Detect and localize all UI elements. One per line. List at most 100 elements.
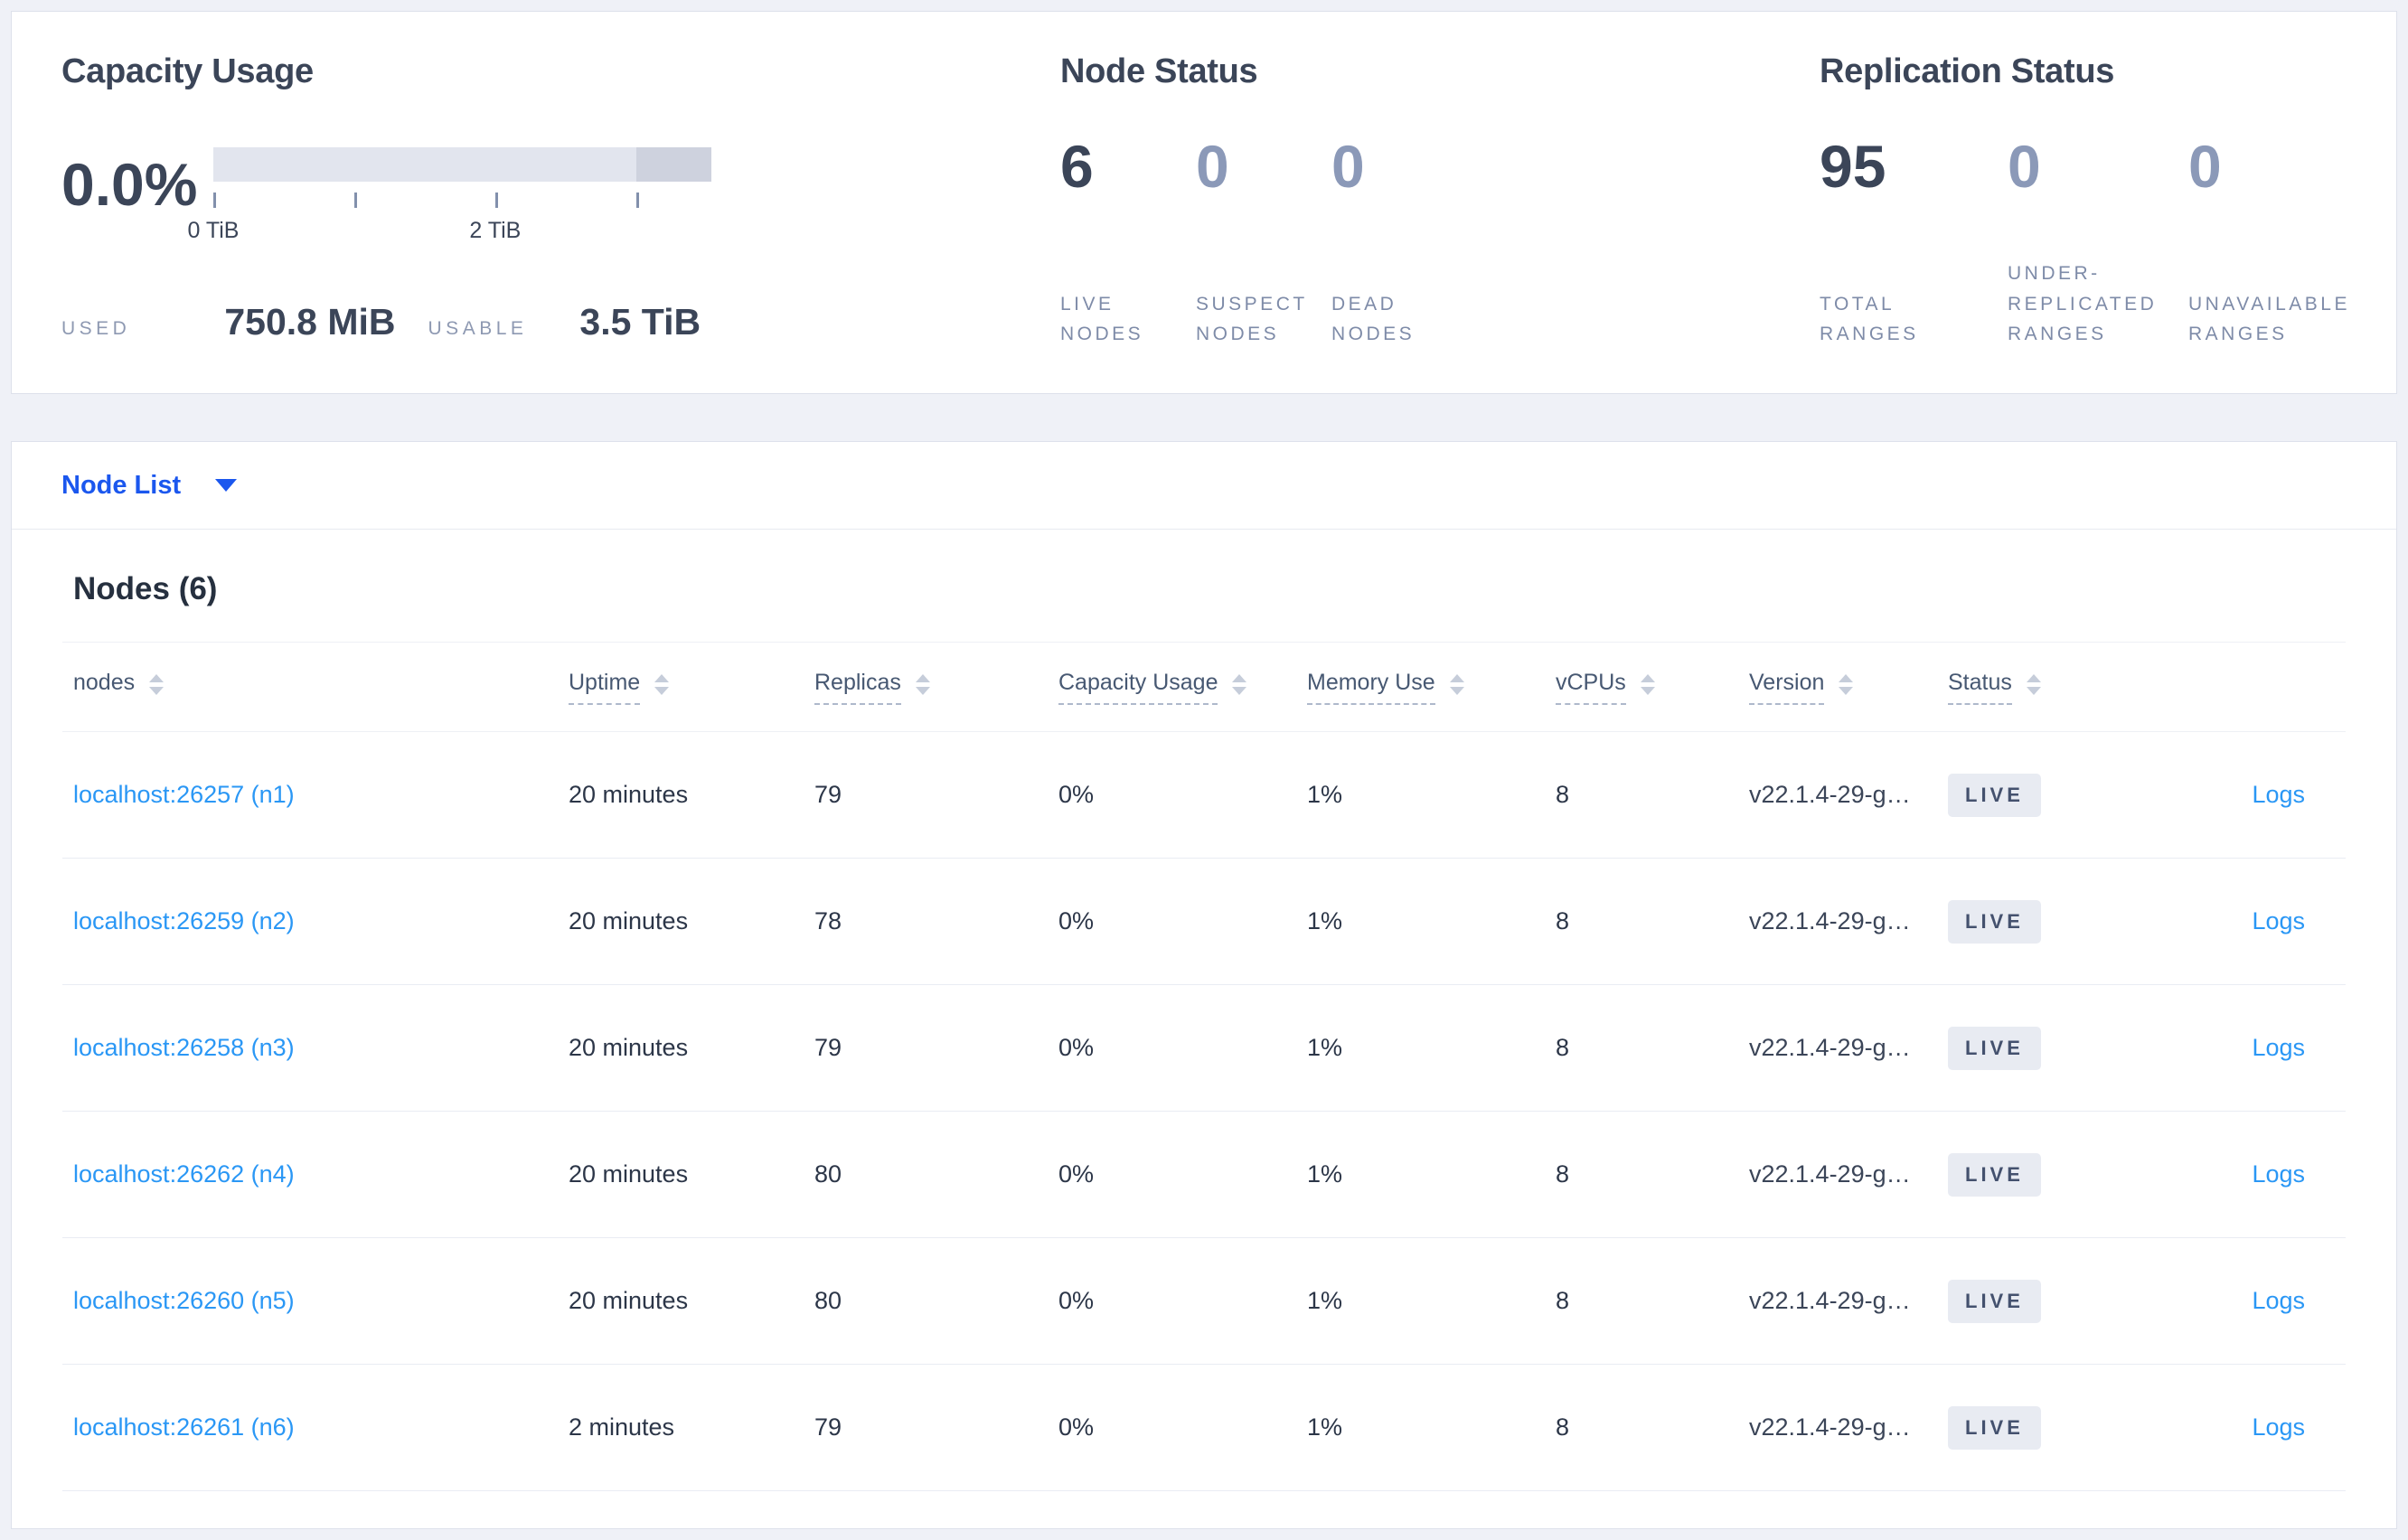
capacity-usage-cell: 0% xyxy=(1058,1287,1095,1314)
logs-link[interactable]: Logs xyxy=(2252,1160,2305,1188)
uptime-cell: 2 minutes xyxy=(569,1413,675,1441)
column-header-version[interactable]: Version xyxy=(1749,670,1948,705)
capacity-tick-label-2: 2 TiB xyxy=(469,218,522,243)
nodes-table-header: nodes Uptime Replicas Capacity Usage Mem… xyxy=(62,642,2346,732)
sort-icon xyxy=(654,673,670,695)
unavailable-ranges-stat: 0 UNAVAILABLE RANGES xyxy=(2188,136,2350,350)
replication-status-title: Replication Status xyxy=(1820,52,2115,90)
node-link[interactable]: localhost:26258 (n3) xyxy=(73,1034,295,1061)
capacity-bar: 0 TiB 2 TiB xyxy=(188,147,711,243)
column-header-uptime[interactable]: Uptime xyxy=(569,670,814,705)
node-link[interactable]: localhost:26261 (n6) xyxy=(73,1413,295,1441)
column-header-status[interactable]: Status xyxy=(1948,670,2145,705)
replication-status-section: Replication Status 95 TOTAL RANGES 0 UND… xyxy=(1820,52,2396,393)
logs-link[interactable]: Logs xyxy=(2252,781,2305,808)
logs-link[interactable]: Logs xyxy=(2252,1413,2305,1441)
capacity-percent: 0.0% xyxy=(61,151,198,218)
used-label: USED xyxy=(61,318,131,339)
table-row: localhost:26258 (n3) 20 minutes 79 0% 1%… xyxy=(62,985,2346,1112)
column-header-memory-use[interactable]: Memory Use xyxy=(1307,670,1556,705)
memory-use-cell: 1% xyxy=(1307,907,1343,934)
vcpus-cell: 8 xyxy=(1556,1287,1570,1314)
status-badge: LIVE xyxy=(1948,1026,2041,1070)
suspect-nodes-stat: 0 SUSPECT NODES xyxy=(1196,136,1331,350)
replicas-cell: 79 xyxy=(814,1034,842,1061)
dead-nodes-value: 0 xyxy=(1331,133,1365,200)
unavailable-ranges-label: UNAVAILABLE RANGES xyxy=(2188,293,2350,345)
sort-icon xyxy=(1232,673,1247,695)
node-link[interactable]: localhost:26259 (n2) xyxy=(73,907,295,934)
column-header-nodes[interactable]: nodes xyxy=(73,670,569,705)
version-cell: v22.1.4-29-g… xyxy=(1749,907,1911,934)
capacity-usage-cell: 0% xyxy=(1058,1160,1095,1188)
replicas-cell: 79 xyxy=(814,1413,842,1441)
cluster-summary-card: Capacity Usage 0.0% 0 TiB 2 TiB USED 750… xyxy=(11,11,2397,394)
table-row: localhost:26262 (n4) 20 minutes 80 0% 1%… xyxy=(62,1112,2346,1238)
live-nodes-label: LIVE NODES xyxy=(1060,293,1144,345)
nodes-section-title: Nodes (6) xyxy=(73,571,218,606)
memory-use-cell: 1% xyxy=(1307,1287,1343,1314)
used-value: 750.8 MiB xyxy=(224,301,396,343)
column-header-replicas[interactable]: Replicas xyxy=(814,670,1058,705)
sort-icon xyxy=(149,673,165,695)
capacity-tick-0 xyxy=(213,192,216,208)
table-row: localhost:26260 (n5) 20 minutes 80 0% 1%… xyxy=(62,1238,2346,1365)
vcpus-cell: 8 xyxy=(1556,1413,1570,1441)
usable-label: USABLE xyxy=(428,318,528,339)
logs-link[interactable]: Logs xyxy=(2252,1034,2305,1061)
capacity-bar-highlight xyxy=(635,147,711,182)
logs-link[interactable]: Logs xyxy=(2252,1287,2305,1314)
live-nodes-value: 6 xyxy=(1060,133,1094,200)
unavailable-ranges-value: 0 xyxy=(2188,133,2222,200)
uptime-cell: 20 minutes xyxy=(569,781,689,808)
usable-value: 3.5 TiB xyxy=(579,301,701,343)
uptime-cell: 20 minutes xyxy=(569,907,689,934)
version-cell: v22.1.4-29-g… xyxy=(1749,781,1911,808)
version-cell: v22.1.4-29-g… xyxy=(1749,1034,1911,1061)
column-header-capacity-usage[interactable]: Capacity Usage xyxy=(1058,670,1307,705)
live-nodes-stat: 6 LIVE NODES xyxy=(1060,136,1196,350)
capacity-usage-section: Capacity Usage 0.0% 0 TiB 2 TiB USED 750… xyxy=(61,52,1060,393)
memory-use-cell: 1% xyxy=(1307,1160,1343,1188)
status-badge: LIVE xyxy=(1948,1152,2041,1197)
memory-use-cell: 1% xyxy=(1307,1413,1343,1441)
node-link[interactable]: localhost:26260 (n5) xyxy=(73,1287,295,1314)
capacity-tick-1 xyxy=(353,192,357,208)
table-row: localhost:26257 (n1) 20 minutes 79 0% 1%… xyxy=(62,732,2346,859)
node-link[interactable]: localhost:26257 (n1) xyxy=(73,781,295,808)
capacity-usage-title: Capacity Usage xyxy=(61,52,314,90)
table-row: localhost:26261 (n6) 2 minutes 79 0% 1% … xyxy=(62,1365,2346,1491)
capacity-usage-cell: 0% xyxy=(1058,1413,1095,1441)
version-cell: v22.1.4-29-g… xyxy=(1749,1413,1911,1441)
memory-use-cell: 1% xyxy=(1307,781,1343,808)
sort-icon xyxy=(1449,673,1464,695)
sort-icon xyxy=(1839,673,1854,695)
vcpus-cell: 8 xyxy=(1556,1160,1570,1188)
uptime-cell: 20 minutes xyxy=(569,1160,689,1188)
capacity-usage-cell: 0% xyxy=(1058,781,1095,808)
status-badge: LIVE xyxy=(1948,773,2041,817)
node-list-card: Node List Nodes (6) nodes Uptime Replica… xyxy=(11,441,2397,1529)
total-ranges-label: TOTAL RANGES xyxy=(1820,293,1919,345)
capacity-usage-cell: 0% xyxy=(1058,907,1095,934)
memory-use-cell: 1% xyxy=(1307,1034,1343,1061)
logs-link[interactable]: Logs xyxy=(2252,907,2305,934)
sort-icon xyxy=(2026,673,2041,695)
uptime-cell: 20 minutes xyxy=(569,1287,689,1314)
capacity-usage-cell: 0% xyxy=(1058,1034,1095,1061)
replicas-cell: 79 xyxy=(814,781,842,808)
status-badge: LIVE xyxy=(1948,1405,2041,1450)
total-ranges-value: 95 xyxy=(1820,133,1886,200)
vcpus-cell: 8 xyxy=(1556,1034,1570,1061)
version-cell: v22.1.4-29-g… xyxy=(1749,1160,1911,1188)
under-replicated-ranges-label: UNDER- REPLICATED RANGES xyxy=(2008,263,2158,345)
node-link[interactable]: localhost:26262 (n4) xyxy=(73,1160,295,1188)
capacity-bar-track xyxy=(213,147,711,182)
version-cell: v22.1.4-29-g… xyxy=(1749,1287,1911,1314)
node-list-dropdown[interactable]: Node List xyxy=(12,442,2396,530)
nodes-table-section: Nodes (6) nodes Uptime Replicas Capacity… xyxy=(12,571,2396,1491)
replicas-cell: 78 xyxy=(814,907,842,934)
column-header-vcpus[interactable]: vCPUs xyxy=(1556,670,1749,705)
uptime-cell: 20 minutes xyxy=(569,1034,689,1061)
total-ranges-stat: 95 TOTAL RANGES xyxy=(1820,136,2008,350)
